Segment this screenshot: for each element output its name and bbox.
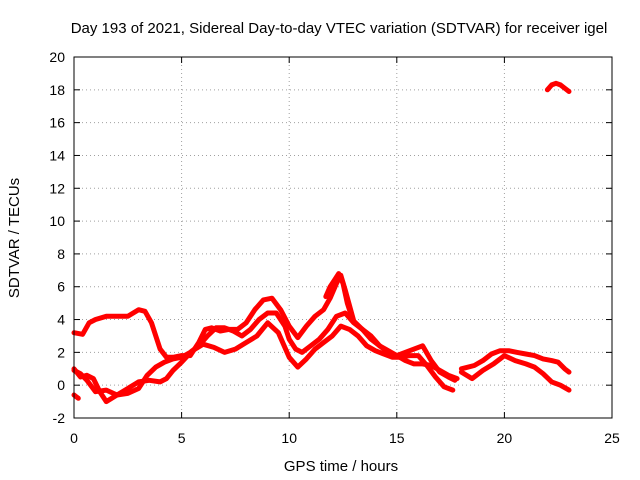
y-axis-ticks: -2 0 2 4 6 8 10 12 14 16 18 20 — [49, 49, 612, 426]
x-tick-label: 20 — [497, 430, 513, 446]
y-tick-label: 16 — [49, 115, 65, 131]
y-tick-label: 12 — [49, 180, 65, 196]
series-track-early-neg — [71, 392, 81, 401]
series-track-lower — [71, 320, 456, 405]
y-tick-label: 2 — [57, 344, 65, 360]
x-tick-label: 10 — [281, 430, 297, 446]
y-axis-label: SDTVAR / TECUs — [6, 178, 23, 298]
y-tick-label: 18 — [49, 82, 65, 98]
y-tick-label: -2 — [53, 410, 66, 426]
series-track-late-lower — [458, 353, 572, 393]
y-tick-label: 0 — [57, 377, 65, 393]
x-tick-label: 0 — [70, 430, 78, 446]
x-axis-ticks: 0 5 10 15 20 25 — [70, 57, 620, 446]
y-tick-label: 20 — [49, 49, 65, 65]
y-tick-label: 6 — [57, 279, 65, 295]
y-tick-label: 10 — [49, 213, 65, 229]
x-tick-label: 25 — [604, 430, 620, 446]
data-series — [71, 80, 572, 405]
y-tick-label: 8 — [57, 246, 65, 262]
y-tick-label: 14 — [49, 147, 65, 163]
chart-title: Day 193 of 2021, Sidereal Day-to-day VTE… — [71, 20, 608, 37]
plot-frame — [73, 56, 613, 419]
series-track-high-22h — [544, 80, 572, 94]
x-tick-label: 15 — [389, 430, 405, 446]
y-tick-label: 4 — [57, 312, 65, 328]
series-track-late-upper — [458, 348, 572, 375]
x-axis-label: GPS time / hours — [284, 458, 398, 475]
x-tick-label: 5 — [178, 430, 186, 446]
series-track-spike-1230 — [323, 271, 355, 319]
